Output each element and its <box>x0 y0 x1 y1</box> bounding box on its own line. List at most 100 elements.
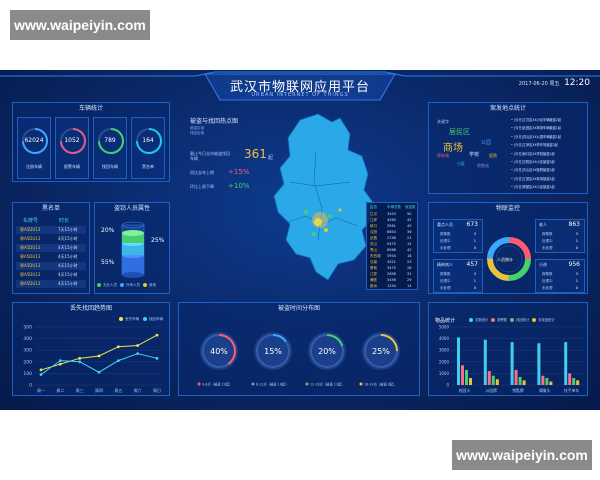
thief-attr-pct-right: 25% <box>151 237 165 244</box>
trend-xtick: 周二 <box>56 387 64 393</box>
trend-chart: 0 100 200 300 400 500 周一 周二 周三 周四 周五 周六 周日 <box>23 325 163 393</box>
goods-bar <box>510 342 514 385</box>
trend-ytick: 300 <box>23 348 32 354</box>
district-name: 硚口 <box>370 224 377 228</box>
monitor-row-label: 处理中 <box>440 279 451 283</box>
monitor-row-label: 未处理 <box>542 286 553 290</box>
monitor-row-label: 未处理 <box>440 286 451 290</box>
goods-bar <box>491 375 495 385</box>
map-stat1-label: 截止今日全市被盗找回车辆 <box>190 151 230 161</box>
trend-legend-item: 丢失车辆 <box>119 317 139 321</box>
goods-ytick: 5000 <box>439 325 450 330</box>
time-dist-rings: 40% 0-6点（被盗 20起） 15% 6-12点（被盗 16起） 20% 12-18点… <box>197 332 400 387</box>
blacklist-row: 鄂A5DU13 4天15小时 <box>16 244 86 252</box>
district-stolen: 18 <box>407 254 412 258</box>
monitor-box-value: 863 <box>568 221 580 228</box>
time-dist-panel: 被盗时间分布图 40% 0-6点（被盗 20起） 15% 6-12点（被盗 16起） 2… <box>178 302 420 396</box>
district-total: 4521 <box>387 260 396 264</box>
blacklist-row: 鄂A5DU13 4天15小时 <box>16 271 86 279</box>
map-legend-a: 被盗区域 <box>190 126 204 130</box>
monitor-row-value: 3 <box>473 272 476 276</box>
monitor-row-label: 未处理 <box>440 246 451 250</box>
trend-ytick: 400 <box>23 336 32 342</box>
thief-attr-legend-item: 外来人员 <box>120 283 140 287</box>
trend-ytick: 200 <box>23 359 32 365</box>
vehicle-stat-item: 789 找回车辆 <box>93 117 127 179</box>
vehicle-stats-title: 车辆统计 <box>13 103 169 115</box>
district-stolen: 15 <box>407 242 412 246</box>
trend-legend-item: 找回车辆 <box>143 317 163 321</box>
legend-swatch <box>510 318 515 322</box>
trend-point <box>155 356 159 360</box>
monitor-row-value: 1 <box>575 239 578 243</box>
district-name: 青山 <box>370 248 377 252</box>
district-stolen: 31 <box>407 272 412 276</box>
vehicle-stat-label: 报警车辆 <box>64 164 80 169</box>
district-header-total: 车辆总数 <box>387 205 401 209</box>
legend-text: 找回统计 <box>516 318 530 322</box>
vehicle-stat-ring-arc <box>136 128 162 154</box>
header-frame <box>0 71 600 101</box>
case-list-item: • [今日]武昌区XX商场车辆被盗1起 <box>511 126 562 131</box>
trend-point <box>97 370 101 374</box>
goods-chart: 0 1000 2000 3000 4000 5000 校园卡 公园牌 钥匙牌 摩象头 扶手单车 <box>439 325 585 393</box>
blacklist-plate: 鄂A5DU13 <box>20 254 41 259</box>
blacklist-row: 鄂A5DU13 4天15小时 <box>16 262 86 270</box>
goods-bar <box>514 369 518 385</box>
district-total: 5475 <box>387 242 396 246</box>
district-header-name: 区县 <box>370 205 377 209</box>
trend-ytick: 0 <box>29 383 32 389</box>
monitor-box: 老人 863 报警数 3 处理中 1 未处理 0 <box>535 219 585 253</box>
vehicle-stat-ring-arc <box>60 128 86 154</box>
time-ring-arc <box>202 334 236 368</box>
trend-xtick: 周五 <box>114 387 122 393</box>
time-ring-pct: 15% <box>264 347 282 356</box>
case-word: 医院 <box>489 153 497 158</box>
trend-legend: 丢失车辆 找回车辆 <box>115 317 163 322</box>
wuhan-map <box>273 113 375 281</box>
goods-ytick: 3000 <box>439 348 450 353</box>
person-stat-ring <box>487 237 531 281</box>
goods-bar <box>469 378 472 385</box>
district-name: 汉阳 <box>370 230 377 234</box>
district-stolen: 36 <box>407 230 412 234</box>
legend-text: 无业人员 <box>103 283 117 287</box>
monitor-row-label: 报警数 <box>440 272 451 276</box>
time-ring-label: 18-24点（被盗 8起） <box>364 382 397 387</box>
blacklist-duration: 4天15小时 <box>58 263 78 268</box>
blacklist-row: 鄂A5DU13 4天15小时 <box>16 280 86 288</box>
time-ring-legend-dot <box>359 382 363 386</box>
legend-text: 其他 <box>149 283 156 287</box>
vehicle-stat-item: 164 黑名单 <box>131 117 165 179</box>
legend-swatch <box>469 318 473 322</box>
map-legend-b: 找回区域 <box>190 131 204 135</box>
person-stat-label: 人员统计 <box>497 257 513 262</box>
map-stat1-value: 361 <box>244 147 267 161</box>
district-total: 3475 <box>387 266 396 270</box>
blacklist-duration: 4天15小时 <box>58 281 78 286</box>
monitor-row-value: 3 <box>473 232 476 236</box>
time-ring-bg <box>362 332 400 370</box>
case-word: 居民区 <box>449 128 470 136</box>
case-points-label: 关键字 <box>437 119 449 124</box>
case-points-title: 案发地点统计 <box>429 103 587 115</box>
district-name: 江夏 <box>370 272 377 276</box>
trend-xtick: 周六 <box>134 387 142 393</box>
vehicle-stat-item: 1052 报警车辆 <box>55 117 89 179</box>
monitor-row-label: 报警数 <box>542 232 553 236</box>
trend-point <box>78 356 82 360</box>
district-total: 3561 <box>387 224 396 228</box>
case-list-item: • [今日]江汉区XX小区车辆被盗2起 <box>511 118 562 122</box>
blacklist-duration: 4天15小时 <box>58 254 78 259</box>
monitor-box-value: 457 <box>466 261 478 268</box>
case-word: 地铁站 <box>477 163 489 168</box>
case-list-item: • [今日]硚口区XX学校被盗1起 <box>511 151 555 156</box>
district-header-stolen: 被盗数 <box>405 205 416 209</box>
trend-point <box>136 344 140 347</box>
monitor-row-value: 3 <box>575 232 578 236</box>
case-list-item: • [今日]汉阳区XX小区被盗3起 <box>511 160 555 164</box>
trend-xtick: 周日 <box>153 387 161 393</box>
goods-bar <box>576 380 580 385</box>
thief-attr-pct-top: 20% <box>101 227 115 234</box>
vehicle-stat-value: 164 <box>142 137 154 144</box>
